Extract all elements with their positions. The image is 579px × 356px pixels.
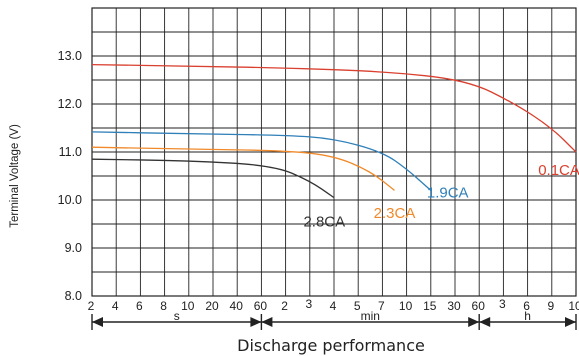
x-tick-label: 10	[399, 299, 413, 313]
series-line-28ca	[91, 158, 335, 199]
y-tick-label: 11.0	[59, 145, 82, 159]
x-unit-markers: s min h	[91, 309, 577, 330]
x-unit-label: min	[361, 309, 380, 323]
y-axis-ticks: 8.0 9.0 10.0 11.0 12.0 13.0	[58, 49, 82, 303]
x-tick-label: 4	[112, 299, 119, 313]
x-tick-label: 30	[447, 299, 461, 313]
x-tick-label: 3	[305, 297, 312, 311]
x-tick-label: 6	[136, 299, 143, 313]
x-tick-label: 60	[472, 299, 486, 313]
unit-arrowhead	[468, 317, 480, 327]
x-tick-label: 3	[499, 297, 506, 311]
x-tick-label: 2	[281, 299, 288, 313]
unit-arrowhead	[261, 317, 273, 327]
unit-arrowhead	[479, 317, 491, 327]
unit-arrowhead	[92, 317, 103, 327]
x-tick-label: 2	[88, 299, 95, 313]
x-tick-label: 5	[354, 299, 361, 313]
x-tick-label: 20	[205, 299, 219, 313]
series-label-28ca: 2.8CA	[303, 213, 345, 230]
y-tick-label: 10.0	[58, 193, 82, 207]
series-label-23ca: 2.3CA	[374, 205, 416, 222]
y-tick-label: 9.0	[65, 241, 82, 255]
unit-arrowhead	[565, 317, 576, 327]
y-tick-label: 8.0	[65, 289, 82, 303]
x-tick-label: 10	[181, 299, 195, 313]
x-tick-label: 9	[547, 299, 554, 313]
y-tick-label: 12.0	[58, 97, 82, 111]
x-tick-label: 10	[568, 299, 579, 313]
series-label-01ca: 0.1CA	[538, 162, 579, 179]
series-line-01ca	[91, 63, 577, 153]
x-tick-label: 60	[254, 299, 268, 313]
x-tick-label: 40	[230, 299, 244, 313]
x-axis-label: Discharge performance	[237, 336, 425, 355]
series-label-19ca: 1.9CA	[427, 185, 469, 202]
chart-grid	[91, 7, 577, 297]
unit-arrowhead	[250, 317, 262, 327]
x-tick-label: 4	[330, 299, 337, 313]
series-line-19ca	[91, 131, 432, 191]
x-axis-ticks: 2 4 6 8 10 20 40 60 2 3 4 5 7 10 15 30 60 3 6 9 10	[88, 297, 579, 313]
y-tick-label: 13.0	[58, 49, 82, 63]
x-tick-label: 15	[423, 299, 437, 313]
x-unit-label: s	[174, 309, 180, 323]
series-lines	[91, 63, 577, 199]
y-axis-label: Terminal Voltage (V)	[9, 124, 21, 228]
x-tick-label: 8	[160, 299, 167, 313]
series-line-23ca	[91, 146, 395, 191]
x-unit-label: h	[524, 309, 531, 323]
series-labels: 0.1CA 1.9CA 2.3CA 2.8CA	[303, 162, 579, 230]
x-tick-label: 6	[523, 299, 530, 313]
x-tick-label: 7	[378, 299, 385, 313]
